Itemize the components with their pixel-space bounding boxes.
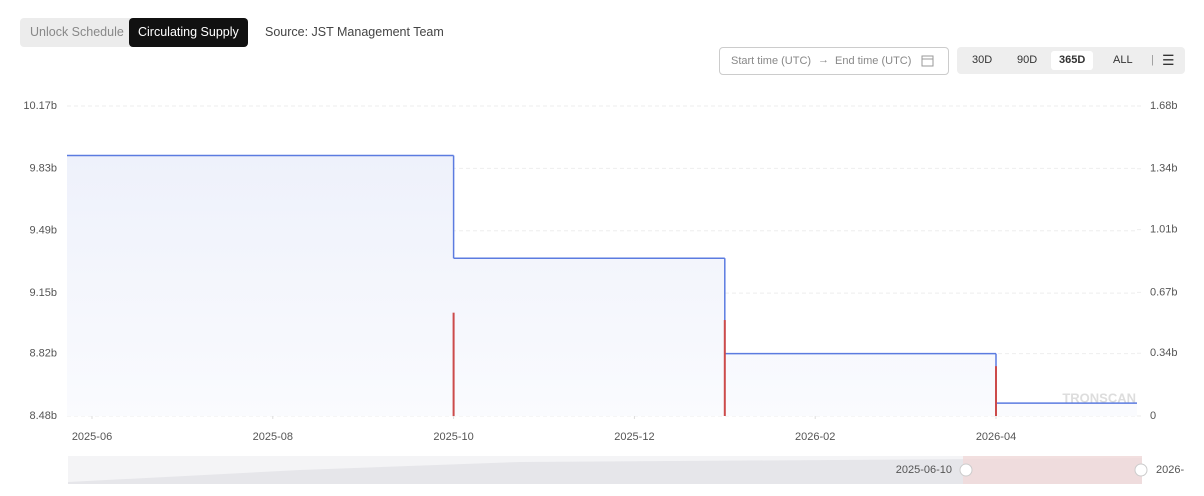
start-time[interactable]: Start time (UTC) bbox=[731, 55, 812, 67]
menu-icon[interactable]: ☰ bbox=[1162, 52, 1175, 68]
y-tick-label: 8.48b bbox=[29, 410, 57, 422]
y-tick-label: 8.82b bbox=[29, 348, 57, 360]
x-tick-label: 2026-04 bbox=[976, 431, 1016, 443]
tab[interactable]: Unlock Schedule bbox=[30, 25, 124, 39]
slider-handle[interactable] bbox=[959, 463, 973, 477]
bar bbox=[723, 320, 726, 416]
range-buttons: 30D 90D 365D ALL | ☰ bbox=[957, 47, 1185, 74]
x-tick-label: 2025-08 bbox=[253, 431, 293, 443]
calendar-icon bbox=[921, 55, 934, 67]
bar bbox=[995, 366, 997, 416]
slider-handle[interactable] bbox=[1134, 463, 1148, 477]
y-tick-label: 9.49b bbox=[29, 225, 57, 237]
y2-tick-label: 1.34b bbox=[1150, 163, 1178, 175]
date-range[interactable]: Start time (UTC) → End time (UTC) bbox=[719, 47, 949, 75]
end-time[interactable]: End time (UTC) bbox=[835, 55, 912, 67]
y2-tick-label: 1.01b bbox=[1150, 224, 1178, 236]
bar bbox=[452, 312, 455, 416]
source: Source: JST Management Team bbox=[265, 25, 444, 39]
y-tick-label: 10.17b bbox=[23, 100, 57, 112]
y2-tick-label: 1.68b bbox=[1150, 100, 1178, 112]
x-tick-label: 2025-12 bbox=[614, 431, 654, 443]
y-tick-label: 9.83b bbox=[29, 162, 57, 174]
range-button[interactable]: ALL bbox=[1113, 54, 1133, 66]
x-tick-label: 2026-02 bbox=[795, 431, 835, 443]
y2-tick-label: 0.34b bbox=[1150, 347, 1178, 359]
y-tick-label: 9.15b bbox=[29, 287, 57, 299]
x-tick-label: 2025-06 bbox=[72, 431, 112, 443]
tab-group: Unlock Schedule Circulating Supply bbox=[20, 18, 248, 47]
range-button[interactable]: 365D bbox=[1051, 51, 1094, 70]
slider-window[interactable] bbox=[963, 456, 1142, 484]
watermark: TRONSCAN bbox=[1062, 390, 1136, 405]
y2-tick-label: 0.67b bbox=[1150, 286, 1178, 298]
tab-active[interactable]: Circulating Supply bbox=[129, 18, 248, 47]
separator: | bbox=[1151, 54, 1154, 66]
slider-start-label: 2025-06-10 bbox=[896, 464, 952, 476]
range-button[interactable]: 30D bbox=[972, 54, 993, 66]
slider-end-label: 2026- bbox=[1156, 464, 1184, 476]
range-button[interactable]: 90D bbox=[1017, 54, 1038, 66]
slider-preview bbox=[68, 458, 1142, 484]
area-fill bbox=[67, 155, 1137, 417]
arrow: → bbox=[818, 54, 829, 66]
x-tick-label: 2025-10 bbox=[433, 431, 473, 443]
y2-tick-label: 0 bbox=[1150, 410, 1156, 422]
